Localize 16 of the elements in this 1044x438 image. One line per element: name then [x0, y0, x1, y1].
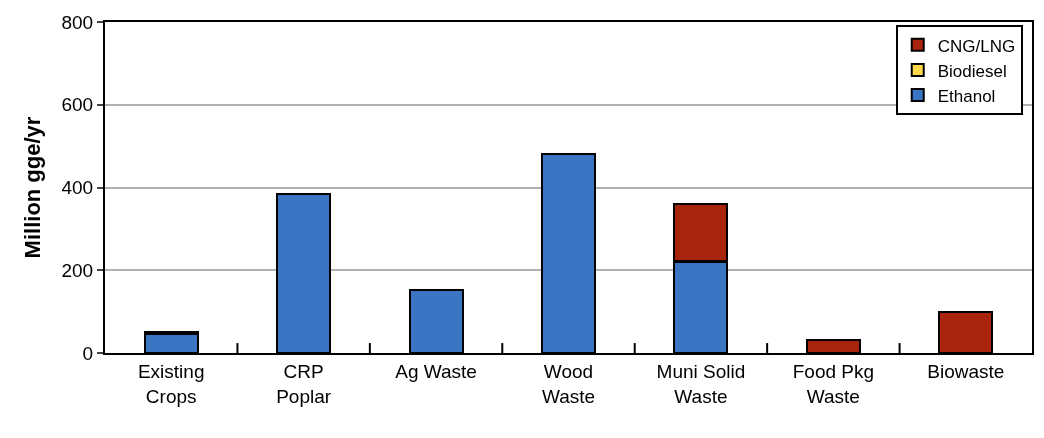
- x-tick-label: Existing Crops: [137, 360, 205, 407]
- x-tick-label: Biowaste: [927, 360, 1005, 382]
- x-tick-label: Muni Solid Waste: [656, 360, 746, 407]
- x-tick-label: CRP Poplar: [276, 360, 332, 407]
- legend-label: CNG/LNG: [937, 36, 1016, 56]
- x-tick-label: Ag Waste: [395, 360, 477, 382]
- legend-label: Ethanol: [937, 86, 996, 106]
- y-tick-label: 600: [61, 94, 94, 116]
- y-axis-title: Million gge/yr: [19, 116, 45, 259]
- y-tick-label: 800: [61, 11, 94, 33]
- x-tick-label: Wood Waste: [541, 360, 596, 407]
- y-tick-label: 0: [82, 342, 94, 364]
- legend-label: Biodiesel: [937, 61, 1007, 81]
- y-tick-label: 200: [61, 259, 94, 281]
- y-tick-label: 400: [61, 177, 94, 199]
- x-tick-label: Food Pkg Waste: [792, 360, 875, 407]
